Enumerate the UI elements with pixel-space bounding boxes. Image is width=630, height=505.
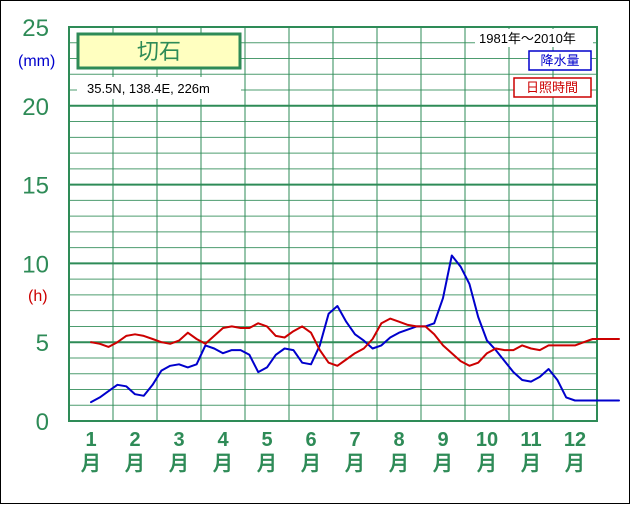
y-tick-labels: 0 5 10 15 20 25	[22, 15, 49, 436]
x-tick-unit: 月	[432, 453, 453, 475]
x-tick-unit: 月	[212, 453, 233, 475]
x-tick-label: 5	[261, 429, 272, 451]
x-tick-label: 1	[85, 429, 96, 451]
x-tick-label: 3	[173, 429, 184, 451]
y-tick-label: 15	[22, 173, 49, 200]
sunshine-line	[90, 317, 620, 367]
x-tick-unit: 月	[300, 453, 321, 475]
x-tick-label: 2	[129, 429, 140, 451]
x-tick-unit: 月	[520, 453, 541, 475]
x-tick-unit: 月	[124, 453, 145, 475]
x-tick-unit: 月	[344, 453, 365, 475]
x-tick-unit: 月	[476, 453, 497, 475]
x-tick-label: 8	[393, 429, 404, 451]
y-tick-label: 10	[22, 251, 49, 278]
x-tick-unit: 月	[80, 453, 101, 475]
x-tick-label: 12	[564, 429, 586, 451]
y-unit-sunshine: (h)	[28, 288, 48, 305]
x-tick-label: 10	[476, 429, 498, 451]
y-tick-label: 0	[36, 409, 49, 436]
x-tick-label: 6	[305, 429, 316, 451]
station-location: 35.5N, 138.4E, 226m	[87, 81, 210, 96]
location-bg	[77, 77, 241, 99]
x-tick-label: 9	[437, 429, 448, 451]
precipitation-line	[90, 254, 620, 404]
legend-sunshine-box	[513, 77, 592, 98]
period-label: 1981年〜2010年	[479, 31, 576, 46]
chart-title: 切石	[137, 39, 181, 64]
y-tick-label: 25	[22, 15, 49, 42]
x-tick-label: 4	[217, 429, 229, 451]
x-tick-unit: 月	[256, 453, 277, 475]
y-unit-precip: (mm)	[18, 53, 55, 70]
x-tick-unit: 月	[564, 453, 585, 475]
x-tick-unit: 月	[388, 453, 409, 475]
title-box	[76, 32, 242, 70]
x-tick-label: 7	[349, 429, 360, 451]
legend-precip-box	[528, 50, 592, 71]
series-lines	[90, 254, 620, 404]
y-tick-label: 5	[36, 330, 49, 357]
y-tick-label: 20	[22, 94, 49, 121]
legend-sunshine: 日照時間	[526, 80, 578, 95]
period-bg	[475, 29, 593, 47]
x-tick-label: 11	[520, 429, 541, 451]
x-tick-unit: 月	[168, 453, 189, 475]
legend-precip: 降水量	[540, 53, 579, 68]
